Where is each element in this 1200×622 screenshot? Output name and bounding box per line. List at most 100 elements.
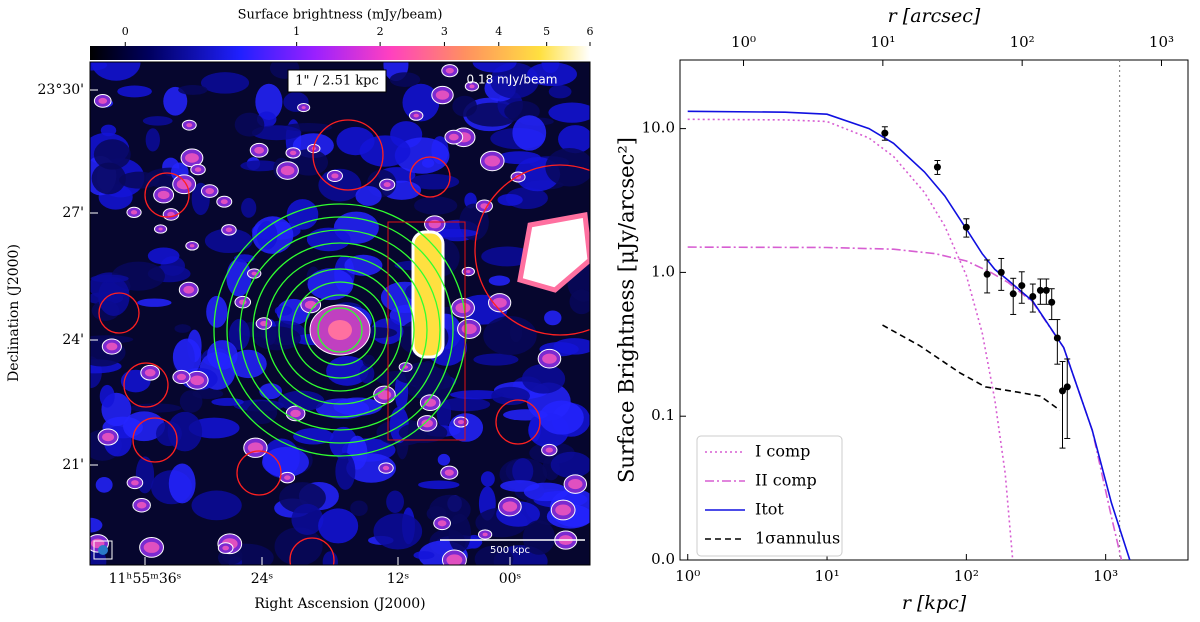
source-core (254, 146, 265, 154)
source-core (158, 227, 163, 231)
colorbar (90, 46, 590, 60)
source-core (106, 342, 118, 351)
colorbar-label: Surface brightness (mJy/beam) (238, 8, 443, 23)
noise-patch (373, 513, 423, 550)
noise-patch (512, 458, 534, 485)
noise-patch (548, 85, 572, 99)
noise-patch (91, 162, 126, 195)
noise-patch (333, 397, 382, 416)
noise-patch (240, 160, 281, 172)
scale-annotation: 1" / 2.51 kpc (295, 74, 378, 89)
jet (411, 230, 445, 359)
source-core (437, 520, 447, 527)
source-core (284, 475, 291, 480)
noise-patch (307, 268, 354, 301)
source-core (542, 353, 557, 364)
legend-label: 1σannulus (755, 529, 840, 548)
noise-patch (452, 95, 477, 117)
y-tick-label: 24' (62, 332, 84, 348)
x2-tick-label: 10³ (1149, 33, 1174, 51)
x-tick-label: 10¹ (814, 567, 839, 585)
noise-patch (174, 324, 191, 333)
noise-patch (521, 364, 566, 394)
source-core (435, 90, 450, 100)
noise-patch (233, 254, 255, 263)
noise-patch (293, 428, 334, 445)
data-point (933, 163, 941, 171)
noise-patch (200, 72, 250, 94)
source-core (190, 375, 205, 386)
x2-tick-label: 10² (1010, 33, 1035, 51)
noise-patch (172, 338, 202, 376)
source-core (455, 302, 471, 314)
plot-frame (679, 59, 1189, 561)
y-tick-label: 21' (62, 457, 84, 473)
noise-patch (413, 551, 435, 560)
x-tick-label: 10² (954, 567, 979, 585)
noise-patch (90, 274, 129, 283)
source-core (469, 84, 475, 89)
noise-patch (142, 116, 173, 126)
source-core (189, 244, 195, 248)
source-core (136, 501, 147, 509)
noise-patch (418, 480, 460, 490)
noise-patch (253, 326, 301, 351)
noise-patch (204, 228, 253, 254)
noise-patch (145, 128, 160, 152)
x-tick-label: 11ʰ55ᵐ36ˢ (109, 571, 182, 587)
mask-region (387, 221, 466, 441)
noise-patch (437, 453, 451, 466)
annulus (213, 203, 467, 457)
noise-patch (544, 310, 562, 326)
source-core (98, 97, 108, 104)
noise-patch (117, 85, 152, 98)
y-axis-label: Declination (J2000) (6, 244, 22, 382)
colorbar-tick-label: 3 (441, 25, 448, 38)
noise-patch (278, 390, 325, 412)
data-point (1018, 282, 1026, 290)
masked-source (144, 172, 190, 218)
legend-label: Itot (755, 500, 784, 519)
source-core (457, 419, 464, 425)
source-core (238, 299, 247, 305)
annulus (239, 229, 441, 431)
source-core (102, 432, 115, 442)
masked-source (495, 399, 541, 445)
source-core (466, 270, 471, 274)
data-point (983, 270, 991, 278)
noise-patch (191, 490, 242, 521)
x-tick-label: 24ˢ (251, 571, 274, 587)
source-core (331, 173, 339, 179)
noise-patch (359, 363, 375, 384)
noise-patch (98, 276, 130, 317)
masked-source (409, 156, 451, 198)
image-frame (89, 61, 591, 566)
noise-patch (491, 386, 531, 406)
noise-patch (251, 125, 302, 141)
noise-patch (483, 315, 537, 356)
source-core (222, 545, 230, 551)
source-core (377, 390, 392, 400)
radio-image (90, 62, 590, 565)
legend-label: I comp (755, 442, 810, 461)
noise-patch (168, 463, 196, 504)
masked-source (474, 164, 590, 336)
data-point (1009, 290, 1017, 298)
noise-patch (179, 390, 203, 413)
noise-patch (481, 246, 534, 267)
colorbar-tick-label: 6 (587, 25, 594, 38)
noise-patch (163, 86, 188, 116)
noise-patch (474, 545, 514, 565)
x-tick-label: 12ˢ (387, 571, 410, 587)
noise-patch (550, 451, 590, 479)
source-core (568, 479, 583, 490)
source-core (176, 373, 187, 381)
noise-patch (350, 500, 368, 517)
noise-patch (448, 513, 471, 553)
source-core (484, 155, 501, 167)
source-core (482, 532, 488, 537)
source-core (446, 554, 463, 565)
noise-patch (129, 403, 182, 413)
noise-patch (527, 62, 577, 87)
noise-patch (90, 517, 103, 533)
